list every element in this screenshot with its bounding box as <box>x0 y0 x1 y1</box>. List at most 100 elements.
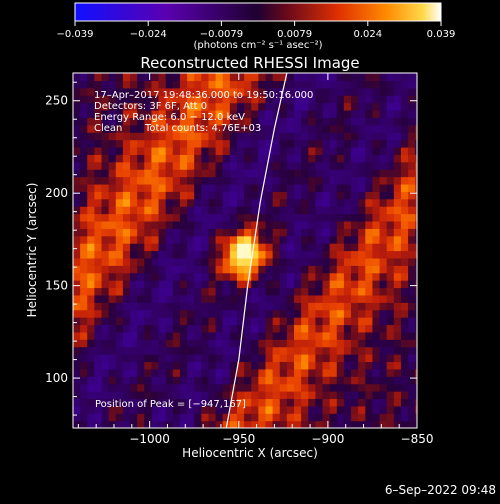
heatmap-cell <box>201 235 210 244</box>
heatmap-cell <box>137 95 145 104</box>
heatmap-cell <box>194 420 202 428</box>
heatmap-cell <box>279 117 288 126</box>
heatmap-cell <box>87 169 95 178</box>
heatmap-cell <box>365 376 374 385</box>
heatmap-cell <box>365 146 374 155</box>
heatmap-cell <box>172 139 181 148</box>
heatmap-cell <box>308 206 316 215</box>
heatmap-cell <box>343 109 352 118</box>
heatmap-cell <box>301 257 309 266</box>
heatmap-cell <box>351 154 359 163</box>
heatmap-cell <box>294 228 302 237</box>
heatmap-cell <box>108 124 117 133</box>
heatmap-cell <box>393 109 402 118</box>
heatmap-cell <box>201 280 210 289</box>
heatmap-cell <box>272 95 281 104</box>
y-tick-label: 150 <box>45 279 68 293</box>
heatmap-cell <box>265 124 274 133</box>
heatmap-cell <box>144 339 153 348</box>
heatmap-cell <box>379 265 388 274</box>
heatmap-cell <box>229 405 238 414</box>
heatmap-cell <box>308 383 316 392</box>
heatmap-cell <box>358 243 366 252</box>
heatmap-cell <box>329 191 338 200</box>
heatmap-cell <box>343 265 352 274</box>
heatmap-cell <box>194 383 202 392</box>
heatmap-cell <box>144 257 153 266</box>
heatmap-cell <box>258 87 267 96</box>
heatmap-cell <box>279 169 288 178</box>
heatmap-cell <box>179 109 188 118</box>
heatmap-cell <box>415 146 417 155</box>
heatmap-cell <box>408 398 416 407</box>
heatmap-cell <box>115 346 124 355</box>
heatmap-cell <box>80 272 88 281</box>
heatmap-cell <box>386 146 395 155</box>
heatmap-cell <box>208 95 217 104</box>
heatmap-cell <box>336 376 345 385</box>
heatmap-cell <box>308 220 316 229</box>
heatmap-cell <box>115 198 124 207</box>
heatmap-cell <box>322 368 331 377</box>
heatmap-cell <box>308 317 316 326</box>
heatmap-cell <box>301 169 309 178</box>
heatmap-cell <box>236 368 245 377</box>
heatmap-cell <box>194 294 202 303</box>
heatmap-cell <box>294 102 302 111</box>
heatmap-cell <box>130 398 138 407</box>
heatmap-cell <box>236 354 245 363</box>
heatmap-cell <box>115 272 124 281</box>
heatmap-cell <box>73 243 81 252</box>
heatmap-cell <box>179 280 188 289</box>
heatmap-cell <box>165 294 174 303</box>
heatmap-cell <box>308 376 316 385</box>
heatmap-cell <box>408 324 416 333</box>
heatmap-cell <box>187 376 195 385</box>
heatmap-cell <box>122 324 131 333</box>
heatmap-cell <box>194 206 202 215</box>
heatmap-cell <box>365 339 374 348</box>
heatmap-cell <box>272 331 281 340</box>
heatmap-cell <box>372 146 381 155</box>
heatmap-cell <box>315 95 324 104</box>
heatmap-cell <box>165 117 174 126</box>
heatmap-cell <box>351 287 359 296</box>
heatmap-cell <box>358 87 366 96</box>
heatmap-cell <box>222 391 231 400</box>
heatmap-cell <box>301 420 309 428</box>
heatmap-cell <box>336 146 345 155</box>
heatmap-cell <box>386 73 395 81</box>
heatmap-cell <box>165 206 174 215</box>
heatmap-cell <box>415 198 417 207</box>
heatmap-cell <box>158 220 167 229</box>
heatmap-cell <box>329 161 338 170</box>
heatmap-cell <box>251 339 259 348</box>
heatmap-cell <box>144 95 153 104</box>
heatmap-cell <box>258 405 267 414</box>
heatmap-cell <box>258 420 267 428</box>
heatmap-cell <box>137 169 145 178</box>
heatmap-cell <box>393 198 402 207</box>
heatmap-cell <box>251 183 259 192</box>
heatmap-cell <box>329 73 338 81</box>
heatmap-cell <box>94 109 103 118</box>
heatmap-cell <box>343 206 352 215</box>
heatmap-cell <box>137 191 145 200</box>
heatmap-cell <box>408 309 416 318</box>
heatmap-cell <box>408 87 416 96</box>
heatmap-cell <box>115 413 124 422</box>
heatmap-cell <box>165 198 174 207</box>
heatmap-cell <box>251 87 259 96</box>
heatmap-cell <box>172 87 181 96</box>
heatmap-cell <box>108 265 117 274</box>
heatmap-cell <box>336 80 345 89</box>
heatmap-cell <box>172 324 181 333</box>
heatmap-cell <box>372 243 381 252</box>
heatmap-cell <box>80 413 88 422</box>
heatmap-cell <box>137 368 145 377</box>
heatmap-cell <box>329 346 338 355</box>
heatmap-cell <box>101 339 110 348</box>
heatmap-cell <box>336 405 345 414</box>
heatmap-cell <box>73 265 81 274</box>
heatmap-cell <box>115 250 124 259</box>
